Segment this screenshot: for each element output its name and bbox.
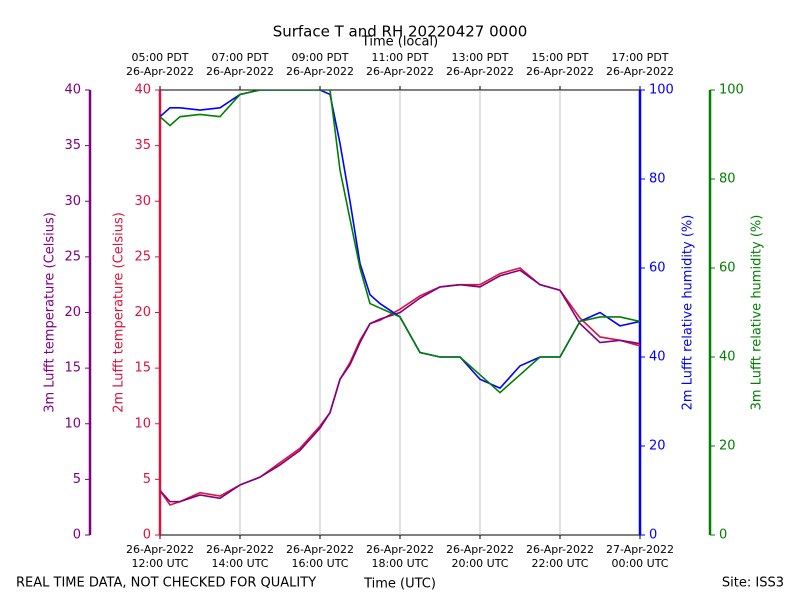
x-tick-label: 00:00 UTC (611, 557, 668, 570)
y-tick-label: 60 (649, 261, 666, 276)
y-tick-label: 80 (649, 172, 666, 187)
x-tick-label: 26-Apr-2022 (286, 543, 354, 556)
y-tick-label: 5 (73, 472, 81, 487)
y-tick-label: 0 (649, 528, 657, 543)
y-tick-label: 15 (134, 361, 151, 376)
top-x-tick-label: 26-Apr-2022 (446, 65, 514, 78)
y-tick-label: 25 (64, 249, 81, 264)
y-tick-label: 0 (143, 528, 151, 543)
top-x-tick-label: 26-Apr-2022 (286, 65, 354, 78)
y-tick-label: 30 (64, 194, 81, 209)
y-axis-label: 2m Lufft relative humidity (%) (681, 215, 696, 411)
y-tick-label: 15 (64, 361, 81, 376)
y-tick-label: 60 (719, 261, 736, 276)
series-line (160, 269, 640, 503)
y-tick-label: 5 (143, 472, 151, 487)
top-x-tick-label: 26-Apr-2022 (606, 65, 674, 78)
top-x-tick-label: 05:00 PDT (131, 51, 188, 64)
y-tick-label: 40 (134, 83, 151, 98)
y-tick-label: 0 (719, 528, 727, 543)
x-tick-label: 26-Apr-2022 (366, 543, 434, 556)
top-x-tick-label: 26-Apr-2022 (526, 65, 594, 78)
y-tick-label: 20 (719, 439, 736, 454)
y-tick-label: 35 (64, 138, 81, 153)
y-axis-label: 2m Lufft temperature (Celsius) (112, 212, 127, 413)
top-x-tick-label: 13:00 PDT (451, 51, 508, 64)
y-tick-label: 25 (134, 249, 151, 264)
top-x-axis-label: Time (local) (361, 35, 438, 50)
y-tick-label: 40 (64, 83, 81, 98)
top-x-tick-label: 26-Apr-2022 (366, 65, 434, 78)
top-x-tick-label: 07:00 PDT (211, 51, 268, 64)
y-tick-label: 20 (649, 439, 666, 454)
x-tick-label: 18:00 UTC (371, 557, 428, 570)
y-axis-label: 3m Lufft temperature (Celsius) (43, 212, 58, 413)
x-tick-label: 12:00 UTC (131, 557, 188, 570)
x-tick-label: 26-Apr-2022 (206, 543, 274, 556)
x-tick-label: 26-Apr-2022 (126, 543, 194, 556)
series-line (160, 90, 640, 394)
y-tick-label: 10 (64, 416, 81, 431)
top-x-tick-label: 15:00 PDT (531, 51, 588, 64)
x-tick-label: 14:00 UTC (211, 557, 268, 570)
plot-area (160, 90, 640, 506)
x-tick-label: 16:00 UTC (291, 557, 348, 570)
x-tick-label: 22:00 UTC (531, 557, 588, 570)
y-tick-label: 0 (73, 528, 81, 543)
y-tick-label: 40 (649, 350, 666, 365)
x-tick-label: 27-Apr-2022 (606, 543, 674, 556)
y-tick-label: 10 (134, 416, 151, 431)
top-x-tick-label: 09:00 PDT (291, 51, 348, 64)
y-tick-label: 20 (134, 305, 151, 320)
y-tick-label: 100 (649, 83, 674, 98)
y-tick-label: 80 (719, 172, 736, 187)
x-axis-label: Time (UTC) (363, 577, 436, 592)
y-tick-label: 35 (134, 138, 151, 153)
chart-title: Surface T and RH 20220427 0000 (273, 23, 528, 41)
top-x-tick-label: 17:00 PDT (611, 51, 668, 64)
x-tick-label: 26-Apr-2022 (446, 543, 514, 556)
top-x-tick-label: 11:00 PDT (371, 51, 428, 64)
y-tick-label: 100 (719, 83, 744, 98)
top-x-tick-label: 26-Apr-2022 (126, 65, 194, 78)
y-axis-label: 3m Lufft relative humidity (%) (750, 215, 765, 411)
y-tick-label: 20 (64, 305, 81, 320)
x-tick-label: 26-Apr-2022 (526, 543, 594, 556)
y-tick-label: 40 (719, 350, 736, 365)
footer-note: REAL TIME DATA, NOT CHECKED FOR QUALITY (16, 576, 316, 591)
site-label: Site: ISS3 (722, 576, 784, 591)
y-tick-label: 30 (134, 194, 151, 209)
top-x-tick-label: 26-Apr-2022 (206, 65, 274, 78)
x-tick-label: 20:00 UTC (451, 557, 508, 570)
